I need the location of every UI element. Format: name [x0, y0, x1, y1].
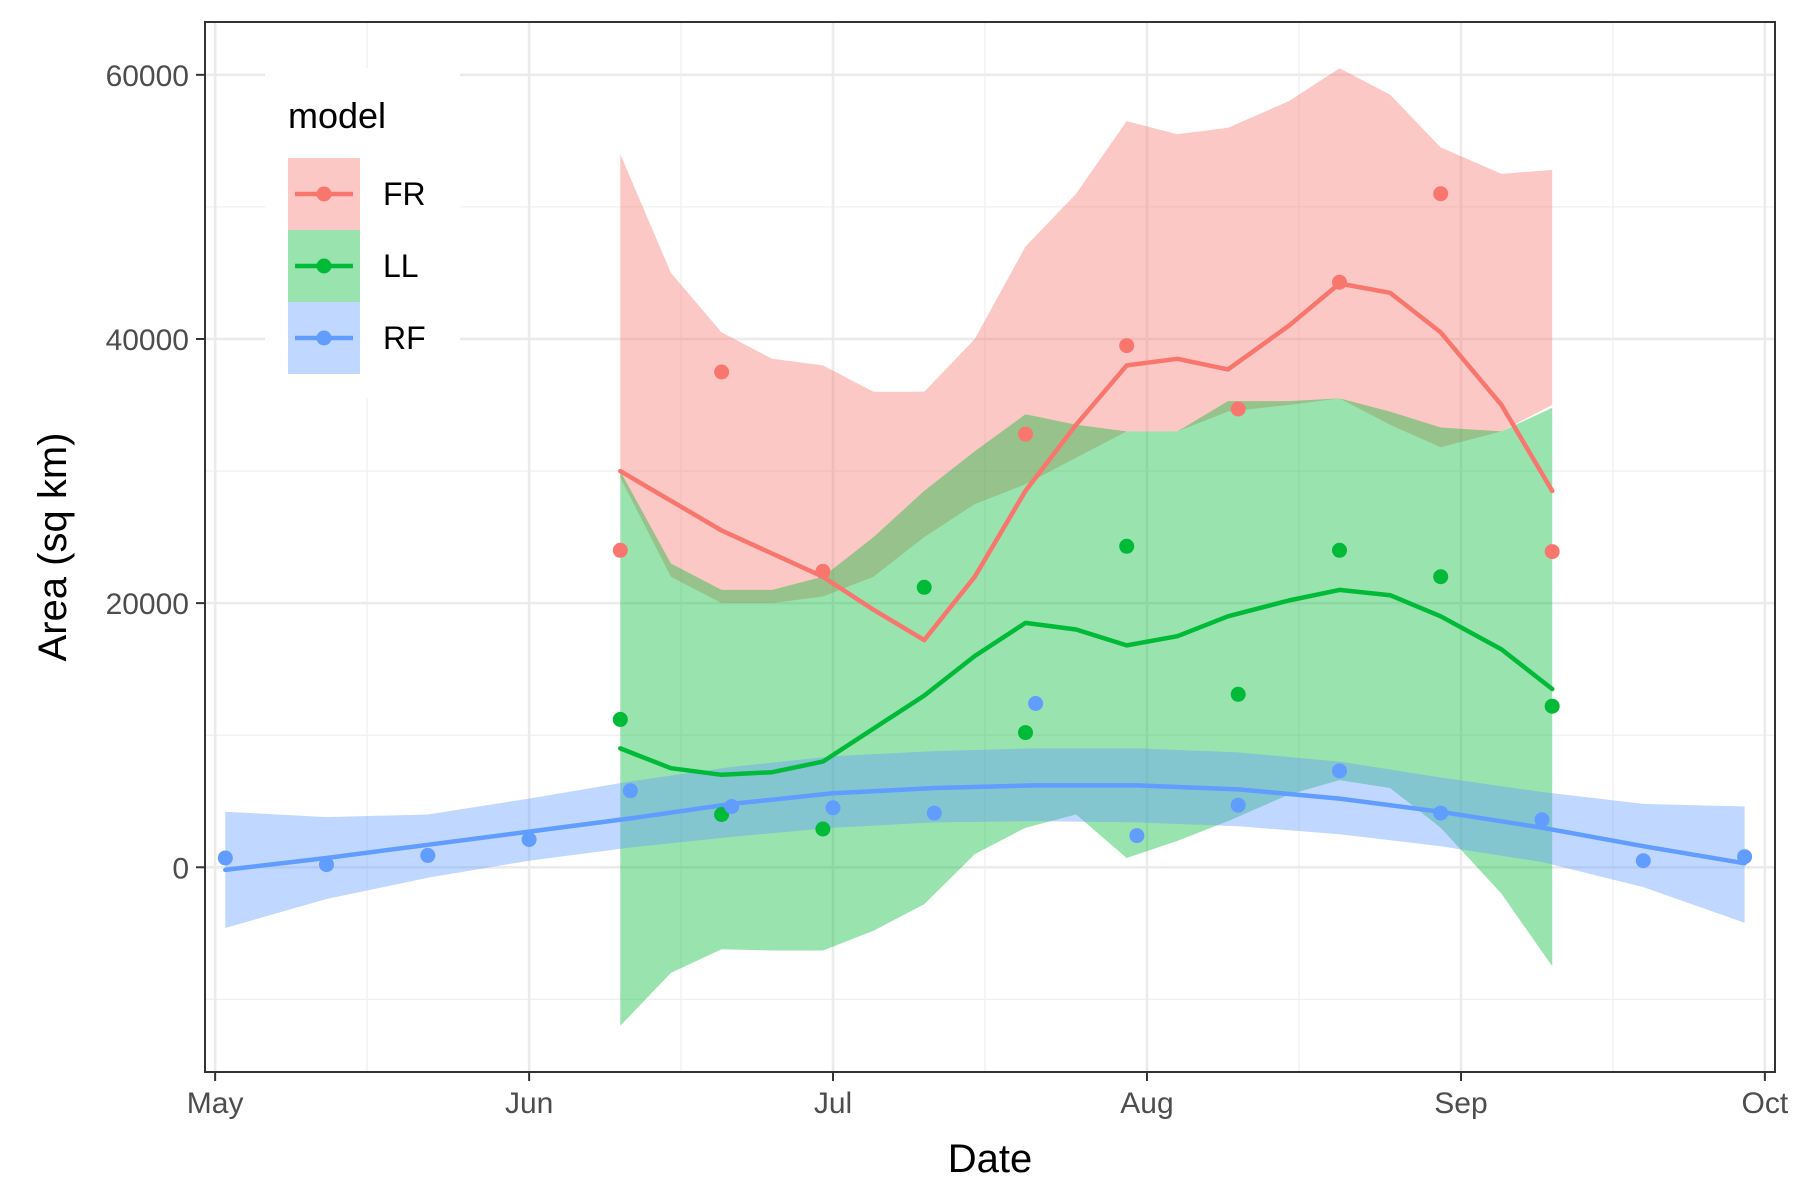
y-axis-title: Area (sq km) — [31, 433, 75, 662]
y-tick-label: 60000 — [106, 60, 189, 93]
ribbon-ll — [620, 398, 1553, 1026]
point-rf — [1433, 805, 1449, 821]
x-tick-label: Oct — [1742, 1087, 1789, 1120]
point-rf — [319, 857, 334, 873]
legend-title: model — [288, 95, 386, 136]
legend-item-fr: FR — [288, 158, 426, 230]
y-tick-label: 0 — [172, 852, 189, 885]
legend-item-rf: RF — [288, 302, 426, 374]
point-ll — [612, 711, 628, 727]
legend-key-point — [316, 330, 332, 346]
x-tick-label: Jul — [814, 1087, 852, 1120]
grid — [205, 22, 1775, 1072]
point-rf — [1028, 696, 1044, 711]
legend: model FR LL RF — [265, 68, 460, 398]
point-rf — [1129, 828, 1145, 844]
point-fr — [714, 364, 730, 380]
point-ll — [714, 807, 730, 822]
legend-label: RF — [383, 320, 426, 356]
point-rf — [622, 783, 638, 799]
point-fr — [612, 542, 628, 558]
point-rf — [217, 850, 233, 866]
point-rf — [420, 847, 436, 863]
data-points — [217, 186, 1753, 873]
point-fr — [1433, 186, 1449, 202]
legend-key-point — [316, 186, 332, 202]
confidence-ribbons — [225, 68, 1745, 1026]
point-rf — [926, 805, 942, 821]
point-ll — [1018, 725, 1033, 741]
x-tick-label: May — [187, 1087, 244, 1120]
y-tick-label: 20000 — [106, 588, 189, 621]
line-rf — [223, 783, 1747, 873]
legend-label: FR — [383, 176, 426, 212]
point-rf — [1737, 849, 1753, 865]
point-rf — [521, 832, 537, 847]
point-fr — [815, 563, 831, 579]
ribbon-rf — [225, 748, 1745, 928]
plot-panel — [204, 21, 1776, 1073]
point-ll — [916, 579, 932, 595]
point-rf — [1534, 812, 1550, 828]
smooth-lines — [223, 281, 1747, 873]
legend-key-point — [316, 258, 332, 274]
x-axis-title: Date — [948, 1137, 1033, 1181]
x-tick-label: Sep — [1434, 1087, 1487, 1120]
point-fr — [1544, 544, 1560, 560]
point-ll — [1230, 686, 1246, 702]
point-rf — [724, 799, 740, 814]
x-tick-label: Jun — [505, 1087, 553, 1120]
point-fr — [1332, 274, 1347, 290]
point-ll — [815, 821, 831, 837]
point-rf — [1332, 763, 1347, 779]
x-tick-label: Aug — [1120, 1087, 1173, 1120]
point-ll — [1332, 542, 1347, 558]
legend-item-ll: LL — [288, 230, 419, 302]
point-rf — [825, 800, 841, 816]
line-ll — [618, 587, 1555, 778]
legend-label: LL — [383, 248, 419, 284]
point-fr — [1119, 338, 1135, 354]
point-fr — [1018, 426, 1033, 442]
point-ll — [1433, 569, 1449, 585]
point-fr — [1230, 401, 1246, 417]
ribbon-fr — [620, 68, 1553, 604]
point-ll — [1119, 538, 1135, 554]
line-fr — [618, 281, 1555, 643]
axes: May Jun Jul Aug Sep Oct 0 20000 40000 60000 — [106, 60, 1789, 1120]
point-rf — [1230, 797, 1246, 813]
point-ll — [1544, 698, 1560, 714]
legend-background — [265, 68, 460, 398]
point-rf — [1635, 853, 1651, 869]
y-tick-label: 40000 — [106, 324, 189, 357]
